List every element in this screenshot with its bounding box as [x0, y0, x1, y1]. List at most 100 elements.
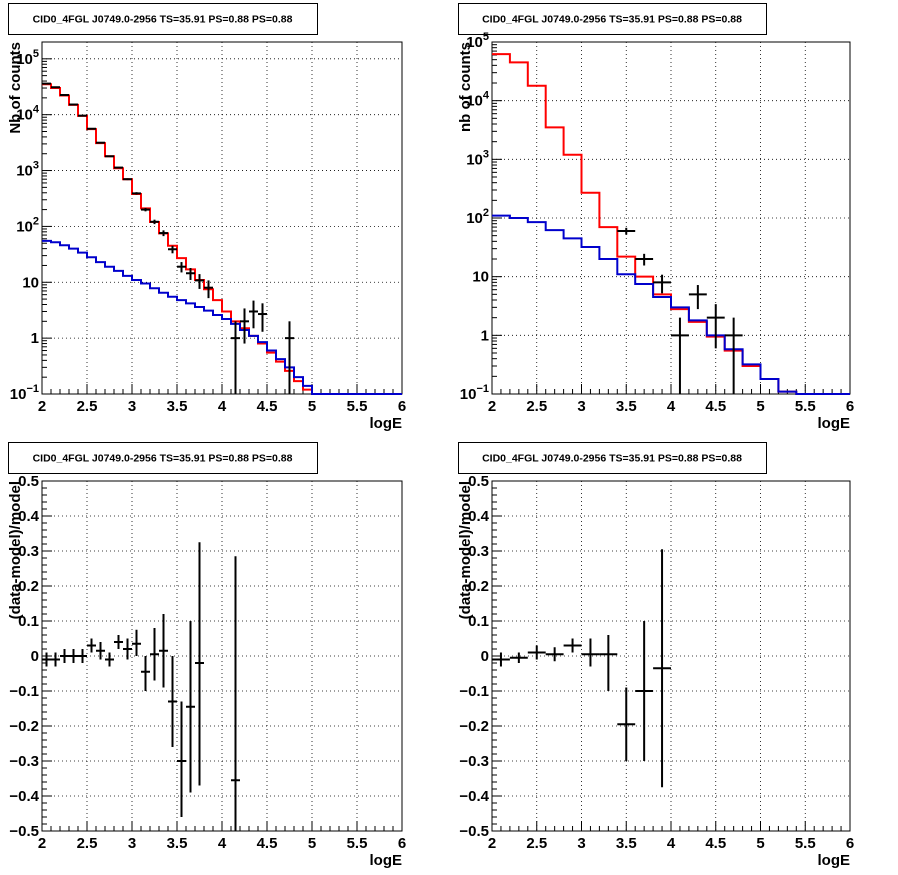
data-point [51, 652, 60, 667]
y-tick-label: 0.3 [468, 543, 489, 560]
x-tick-label: 4.5 [257, 398, 278, 415]
chart-title-box [8, 442, 318, 474]
data-point [96, 642, 105, 660]
x-tick-label: 4.5 [705, 835, 726, 852]
x-tick-label: 4 [667, 398, 676, 415]
chart-title: CID0_4FGL J0749.0-2956 TS=35.91 PS=0.88 … [33, 453, 293, 465]
data-point [177, 262, 186, 273]
data-point [599, 635, 618, 691]
y-tick-label: −0.3 [9, 753, 39, 770]
y-tick-label: −0.4 [459, 788, 489, 805]
y-tick-label: 0.4 [18, 508, 40, 525]
data-point [635, 621, 654, 761]
grid [492, 42, 850, 394]
model-histogram-series-2 [492, 214, 850, 395]
y-tick-label: 0.2 [468, 578, 489, 595]
chart-panel-3: CID0_4FGL J0749.0-2956 TS=35.91 PS=0.88 … [7, 442, 406, 869]
x-tick-label: 2 [488, 398, 496, 415]
y-tick-label: 0.1 [18, 613, 39, 630]
y-tick-label: 102 [16, 215, 39, 235]
x-tick-label: 6 [398, 398, 406, 415]
x-tick-label: 5 [756, 835, 764, 852]
x-tick-label: 3 [577, 398, 585, 415]
data-point [581, 638, 600, 667]
chart-title-box [8, 3, 318, 35]
data-point [168, 656, 177, 747]
y-axis-label: nb of counts [457, 42, 474, 132]
grid [42, 42, 402, 394]
data-point [635, 253, 654, 266]
x-tick-label: 3.5 [167, 835, 188, 852]
y-tick-label: 10−1 [460, 383, 489, 403]
data-point [724, 317, 743, 394]
y-tick-label: 1 [481, 327, 489, 344]
data-point [114, 166, 123, 169]
y-tick-label: 10 [472, 269, 489, 286]
x-tick-label: 3.5 [616, 398, 637, 415]
data-point [150, 219, 159, 225]
x-tick-label: 2 [488, 835, 496, 852]
x-tick-label: 5.5 [795, 398, 816, 415]
data-point [231, 556, 240, 831]
x-tick-label: 5.5 [795, 835, 816, 852]
data-point [527, 645, 546, 660]
data-point [132, 192, 141, 195]
data-point [617, 687, 636, 761]
x-tick-label: 3.5 [616, 835, 637, 852]
model-histogram-series-2 [42, 239, 402, 395]
data-point [671, 317, 689, 394]
y-tick-label: 0 [481, 648, 489, 665]
y-tick-label: 1 [31, 330, 39, 347]
y-tick-label: 0.3 [18, 543, 39, 560]
y-tick-label: −0.4 [9, 788, 39, 805]
data-point [706, 304, 725, 349]
data-point [195, 274, 204, 289]
data-point [69, 103, 78, 106]
y-tick-label: 0.2 [18, 578, 39, 595]
y-tick-label: −0.5 [9, 823, 39, 840]
y-axis-label: (data-model)/model [7, 481, 24, 619]
data-point [177, 701, 186, 817]
data-point [285, 321, 294, 394]
grid [42, 481, 402, 831]
data-point [249, 300, 258, 329]
data-point [195, 542, 204, 786]
data-point [258, 303, 267, 332]
data-point [87, 127, 96, 130]
x-tick-label: 2.5 [77, 835, 98, 852]
x-axis-label: logE [818, 852, 851, 869]
data-points-series [42, 542, 240, 831]
x-tick-label: 6 [846, 398, 854, 415]
chart-title-box [458, 3, 767, 35]
chart-panel-4: CID0_4FGL J0749.0-2956 TS=35.91 PS=0.88 … [457, 442, 854, 869]
data-point [69, 649, 78, 663]
axis-ticks [41, 480, 403, 832]
y-axis-label: Nb of counts [7, 42, 24, 134]
axis-ticks [41, 41, 403, 395]
data-point [159, 230, 168, 237]
data-points-series [42, 82, 294, 394]
x-axis-label: logE [370, 415, 403, 432]
x-tick-label: 5.5 [347, 398, 368, 415]
data-point [60, 649, 69, 663]
y-tick-label: 103 [16, 160, 39, 180]
chart-panel-1: CID0_4FGL J0749.0-2956 TS=35.91 PS=0.88 … [7, 3, 406, 432]
y-tick-label: 102 [466, 207, 489, 227]
data-point [492, 652, 510, 667]
x-axis-label: logE [370, 852, 403, 869]
x-tick-label: 5 [756, 398, 764, 415]
y-tick-label: 104 [466, 90, 490, 110]
data-point [87, 638, 96, 653]
data-point [78, 649, 87, 663]
data-point [96, 141, 105, 144]
y-tick-label: 104 [16, 104, 40, 124]
x-tick-label: 4 [218, 398, 227, 415]
data-point [509, 652, 528, 663]
data-point [240, 308, 249, 344]
axis-ticks [491, 480, 851, 832]
y-tick-label: −0.2 [459, 718, 489, 735]
y-axis-label: (data-model)/model [457, 481, 474, 619]
y-tick-label: −0.3 [459, 753, 489, 770]
y-tick-label: 0.5 [18, 473, 39, 490]
